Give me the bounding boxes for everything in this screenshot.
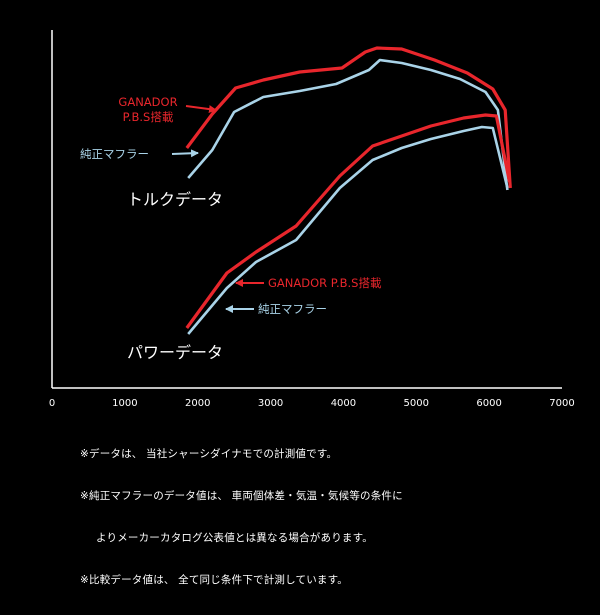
x-tick-label: 1000 xyxy=(112,398,137,409)
footnote-2: ※純正マフラーのデータ値は、 車両個体差・気温・気候等の条件に xyxy=(80,490,403,502)
footnote-1: ※データは、 当社シャーシダイナモでの計測値です。 xyxy=(80,448,338,460)
power-stock-label: 純正マフラー xyxy=(258,302,327,316)
power-title: パワーデータ xyxy=(127,343,223,362)
series-line-power-ganador xyxy=(185,113,512,329)
torque-stock-label: 純正マフラー xyxy=(80,147,149,161)
dyno-chart: 0 1000 2000 3000 4000 5000 6000 7000 GANADOR P.… xyxy=(49,30,575,586)
footnotes: ※データは、 当社シャーシダイナモでの計測値です。 ※純正マフラーのデータ値は、… xyxy=(80,419,403,615)
torque-ganador-arrow xyxy=(185,105,217,114)
x-tick-label: 7000 xyxy=(549,398,574,409)
series-line-torque-ganador xyxy=(185,46,512,189)
series-line-torque-stock xyxy=(187,58,509,191)
footnote-3: よりメーカーカタログ公表値とは異なる場合があります。 xyxy=(96,532,373,544)
torque-title: トルクデータ xyxy=(127,190,223,209)
x-tick-label: 0 xyxy=(49,398,55,409)
torque-stock-arrow xyxy=(171,149,199,158)
torque-ganador-label-line1: GANADOR xyxy=(118,95,177,109)
footnote-4: ※比較データ値は、 全て同じ条件下で計測しています。 xyxy=(80,574,348,586)
dyno-chart-svg: 0 1000 2000 3000 4000 5000 6000 7000 GANADOR P.… xyxy=(49,30,575,409)
series-line-power-stock xyxy=(187,125,509,335)
x-tick-label: 4000 xyxy=(331,398,356,409)
x-tick-label: 5000 xyxy=(404,398,429,409)
x-tick-label: 2000 xyxy=(185,398,210,409)
x-tick-label: 6000 xyxy=(476,398,501,409)
power-ganador-label: GANADOR P.B.S搭載 xyxy=(268,276,382,290)
torque-ganador-label-line2: P.B.S搭載 xyxy=(123,110,174,124)
x-tick-label: 3000 xyxy=(258,398,283,409)
